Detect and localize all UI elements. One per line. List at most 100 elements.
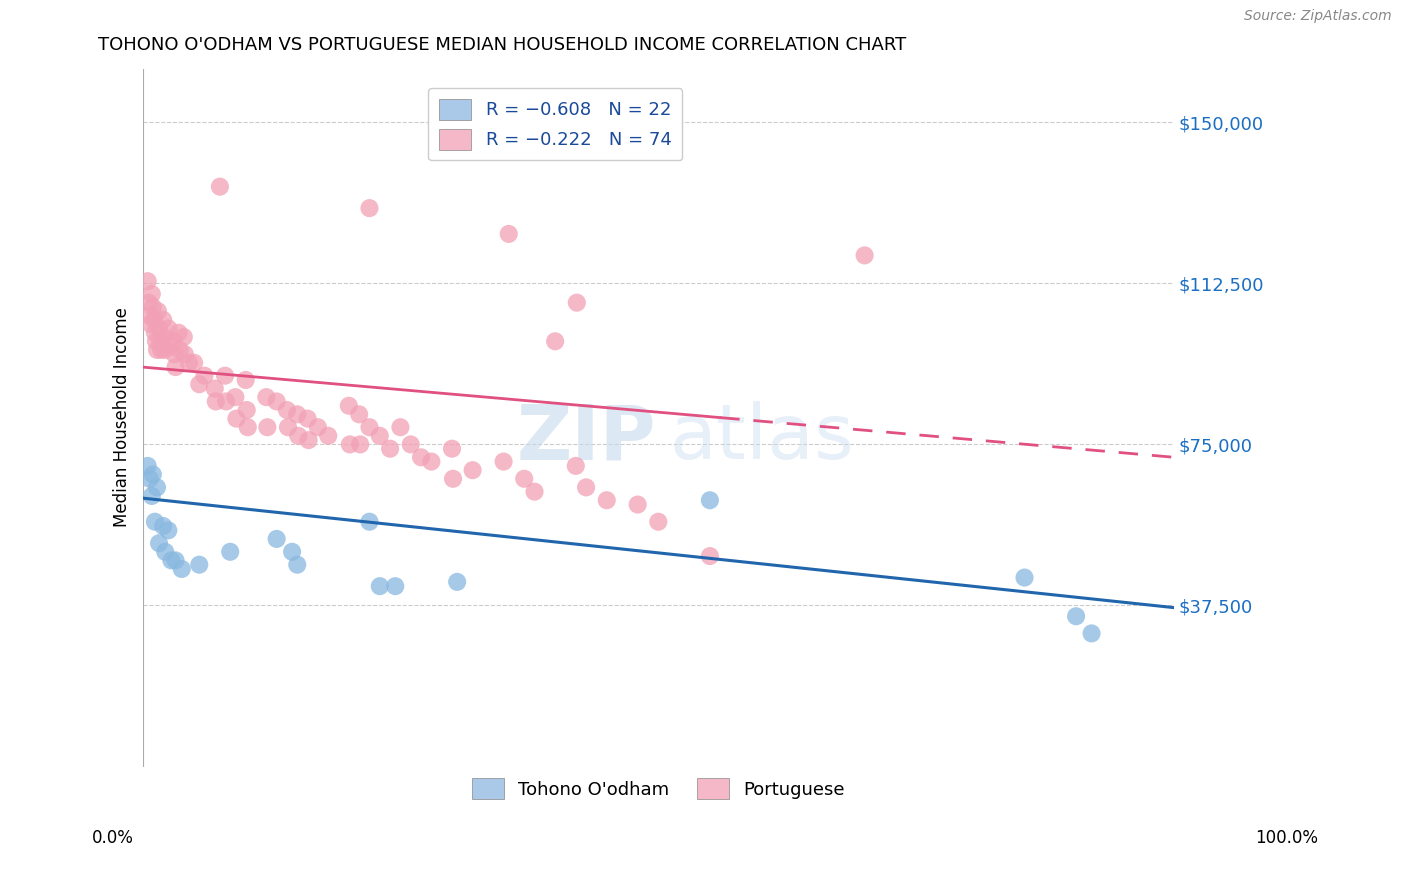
- Point: [142, 300, 165, 314]
- Point: [157, 321, 180, 335]
- Point: [173, 330, 195, 344]
- Point: [142, 313, 165, 327]
- Point: [146, 304, 169, 318]
- Point: [141, 287, 163, 301]
- Point: [446, 574, 468, 589]
- Point: [165, 553, 187, 567]
- Point: [277, 420, 299, 434]
- Point: [155, 545, 177, 559]
- Y-axis label: Median Household Income: Median Household Income: [114, 308, 131, 527]
- Point: [513, 472, 536, 486]
- Point: [142, 467, 165, 482]
- Point: [575, 480, 598, 494]
- Point: [149, 334, 172, 349]
- Text: ZIP: ZIP: [516, 401, 655, 475]
- Point: [225, 411, 247, 425]
- Point: [276, 403, 298, 417]
- Point: [188, 377, 211, 392]
- Point: [254, 390, 277, 404]
- Point: [152, 519, 174, 533]
- Point: [235, 373, 257, 387]
- Point: [169, 343, 191, 357]
- Point: [285, 407, 308, 421]
- Point: [160, 553, 183, 567]
- Point: [141, 489, 163, 503]
- Text: 100.0%: 100.0%: [1256, 829, 1317, 847]
- Point: [139, 472, 162, 486]
- Point: [647, 515, 669, 529]
- Text: TOHONO O'ODHAM VS PORTUGUESE MEDIAN HOUSEHOLD INCOME CORRELATION CHART: TOHONO O'ODHAM VS PORTUGUESE MEDIAN HOUS…: [98, 36, 907, 54]
- Point: [214, 368, 236, 383]
- Point: [339, 437, 361, 451]
- Point: [699, 549, 721, 563]
- Point: [297, 411, 319, 425]
- Point: [146, 343, 169, 357]
- Point: [183, 356, 205, 370]
- Point: [215, 394, 238, 409]
- Point: [170, 562, 193, 576]
- Point: [143, 326, 166, 340]
- Point: [368, 429, 391, 443]
- Point: [359, 420, 381, 434]
- Point: [1014, 571, 1036, 585]
- Point: [167, 326, 190, 340]
- Text: atlas: atlas: [669, 401, 853, 475]
- Point: [307, 420, 329, 434]
- Point: [399, 437, 422, 451]
- Point: [157, 524, 180, 538]
- Legend: Tohono O'odham, Portuguese: Tohono O'odham, Portuguese: [464, 771, 852, 806]
- Text: Source: ZipAtlas.com: Source: ZipAtlas.com: [1244, 9, 1392, 23]
- Point: [146, 480, 169, 494]
- Point: [162, 334, 184, 349]
- Point: [193, 368, 215, 383]
- Point: [297, 433, 319, 447]
- Point: [236, 420, 259, 434]
- Point: [384, 579, 406, 593]
- Point: [173, 347, 195, 361]
- Point: [699, 493, 721, 508]
- Point: [150, 343, 173, 357]
- Point: [204, 382, 226, 396]
- Text: 0.0%: 0.0%: [91, 829, 134, 847]
- Point: [853, 248, 876, 262]
- Point: [208, 179, 231, 194]
- Point: [148, 536, 170, 550]
- Point: [155, 343, 177, 357]
- Point: [420, 454, 443, 468]
- Point: [153, 330, 176, 344]
- Point: [1080, 626, 1102, 640]
- Point: [498, 227, 520, 241]
- Point: [145, 334, 167, 349]
- Point: [204, 394, 226, 409]
- Point: [440, 442, 463, 456]
- Point: [224, 390, 246, 404]
- Point: [139, 309, 162, 323]
- Point: [337, 399, 360, 413]
- Point: [177, 356, 200, 370]
- Point: [285, 558, 308, 572]
- Point: [627, 498, 650, 512]
- Point: [266, 394, 288, 409]
- Point: [136, 274, 159, 288]
- Point: [544, 334, 567, 349]
- Point: [441, 472, 464, 486]
- Point: [409, 450, 432, 465]
- Point: [256, 420, 278, 434]
- Point: [163, 347, 186, 361]
- Point: [378, 442, 401, 456]
- Point: [523, 484, 546, 499]
- Point: [148, 321, 170, 335]
- Point: [359, 201, 381, 215]
- Point: [235, 403, 257, 417]
- Point: [266, 532, 288, 546]
- Point: [139, 317, 162, 331]
- Point: [389, 420, 412, 434]
- Point: [461, 463, 484, 477]
- Point: [287, 429, 309, 443]
- Point: [349, 437, 371, 451]
- Point: [565, 458, 588, 473]
- Point: [1064, 609, 1087, 624]
- Point: [138, 295, 160, 310]
- Point: [596, 493, 619, 508]
- Point: [316, 429, 339, 443]
